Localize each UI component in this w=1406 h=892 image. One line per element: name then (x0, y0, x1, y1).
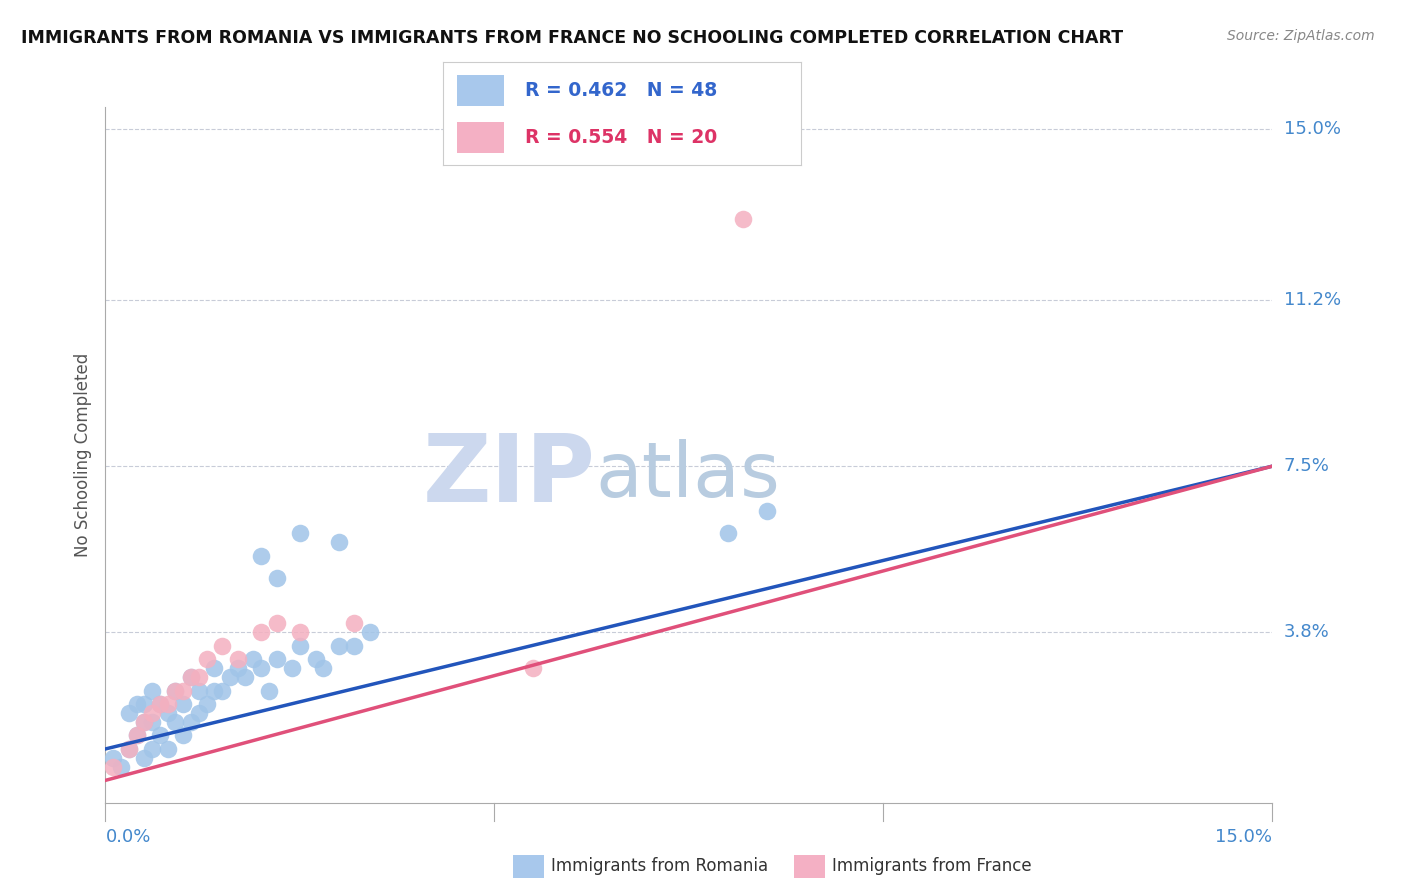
Bar (457, 75, 503, 105)
Point (187, 683, 209, 698)
Point (156, 697, 179, 711)
Point (755, 504, 778, 518)
Point (250, 549, 273, 563)
Text: R = 0.462   N = 48: R = 0.462 N = 48 (526, 80, 717, 100)
Y-axis label: No Schooling Completed: No Schooling Completed (73, 353, 91, 557)
Point (103, 751, 125, 765)
Point (226, 661, 249, 675)
Text: 11.2%: 11.2% (1284, 291, 1341, 309)
Point (202, 683, 225, 698)
Point (250, 625, 273, 640)
Point (134, 714, 156, 729)
Point (141, 706, 163, 720)
Point (226, 652, 249, 666)
Point (118, 706, 141, 720)
Point (195, 652, 218, 666)
Point (343, 616, 366, 631)
Point (125, 729, 148, 743)
Point (180, 714, 202, 729)
Point (172, 729, 194, 743)
Point (165, 683, 187, 698)
Point (235, 670, 257, 684)
Point (141, 714, 163, 729)
Point (187, 670, 209, 684)
Point (343, 639, 366, 653)
Point (125, 729, 148, 743)
Text: atlas: atlas (596, 439, 780, 513)
Point (266, 616, 288, 631)
Bar (457, 122, 503, 153)
Point (149, 729, 172, 743)
Point (134, 751, 156, 765)
Point (125, 697, 148, 711)
Point (288, 526, 311, 541)
Point (328, 535, 350, 549)
Point (156, 742, 179, 756)
Point (257, 683, 280, 698)
Point (281, 661, 304, 675)
Point (328, 639, 350, 653)
Point (211, 683, 233, 698)
Point (165, 683, 187, 698)
Point (266, 571, 288, 585)
Text: 15.0%: 15.0% (1284, 120, 1340, 138)
Point (219, 670, 242, 684)
Text: 7.5%: 7.5% (1284, 457, 1330, 475)
Point (288, 625, 311, 640)
Point (312, 661, 335, 675)
Point (165, 714, 187, 729)
Point (304, 652, 326, 666)
Point (211, 639, 233, 653)
Text: ZIP: ZIP (423, 430, 596, 522)
Point (156, 706, 179, 720)
Text: Immigrants from France: Immigrants from France (832, 857, 1032, 875)
Point (172, 683, 194, 698)
Point (180, 670, 202, 684)
Point (250, 661, 273, 675)
Point (288, 639, 311, 653)
Text: 15.0%: 15.0% (1215, 828, 1272, 846)
Point (717, 526, 740, 541)
Text: 3.8%: 3.8% (1284, 624, 1329, 641)
Point (266, 652, 288, 666)
Point (180, 670, 202, 684)
Point (141, 683, 163, 698)
Text: 0.0%: 0.0% (105, 828, 150, 846)
Point (149, 697, 172, 711)
Text: R = 0.554   N = 20: R = 0.554 N = 20 (526, 128, 717, 147)
Point (187, 706, 209, 720)
Point (118, 742, 141, 756)
Point (134, 714, 156, 729)
Point (522, 661, 544, 675)
Point (110, 760, 132, 774)
Point (149, 697, 172, 711)
Text: IMMIGRANTS FROM ROMANIA VS IMMIGRANTS FROM FRANCE NO SCHOOLING COMPLETED CORRELA: IMMIGRANTS FROM ROMANIA VS IMMIGRANTS FR… (21, 29, 1123, 46)
Text: Source: ZipAtlas.com: Source: ZipAtlas.com (1227, 29, 1375, 43)
Point (103, 760, 125, 774)
Point (733, 212, 755, 227)
Point (195, 697, 218, 711)
Point (359, 625, 381, 640)
Text: Immigrants from Romania: Immigrants from Romania (551, 857, 768, 875)
Point (242, 652, 264, 666)
Point (202, 661, 225, 675)
Point (172, 697, 194, 711)
Point (141, 742, 163, 756)
Point (118, 742, 141, 756)
Point (134, 697, 156, 711)
